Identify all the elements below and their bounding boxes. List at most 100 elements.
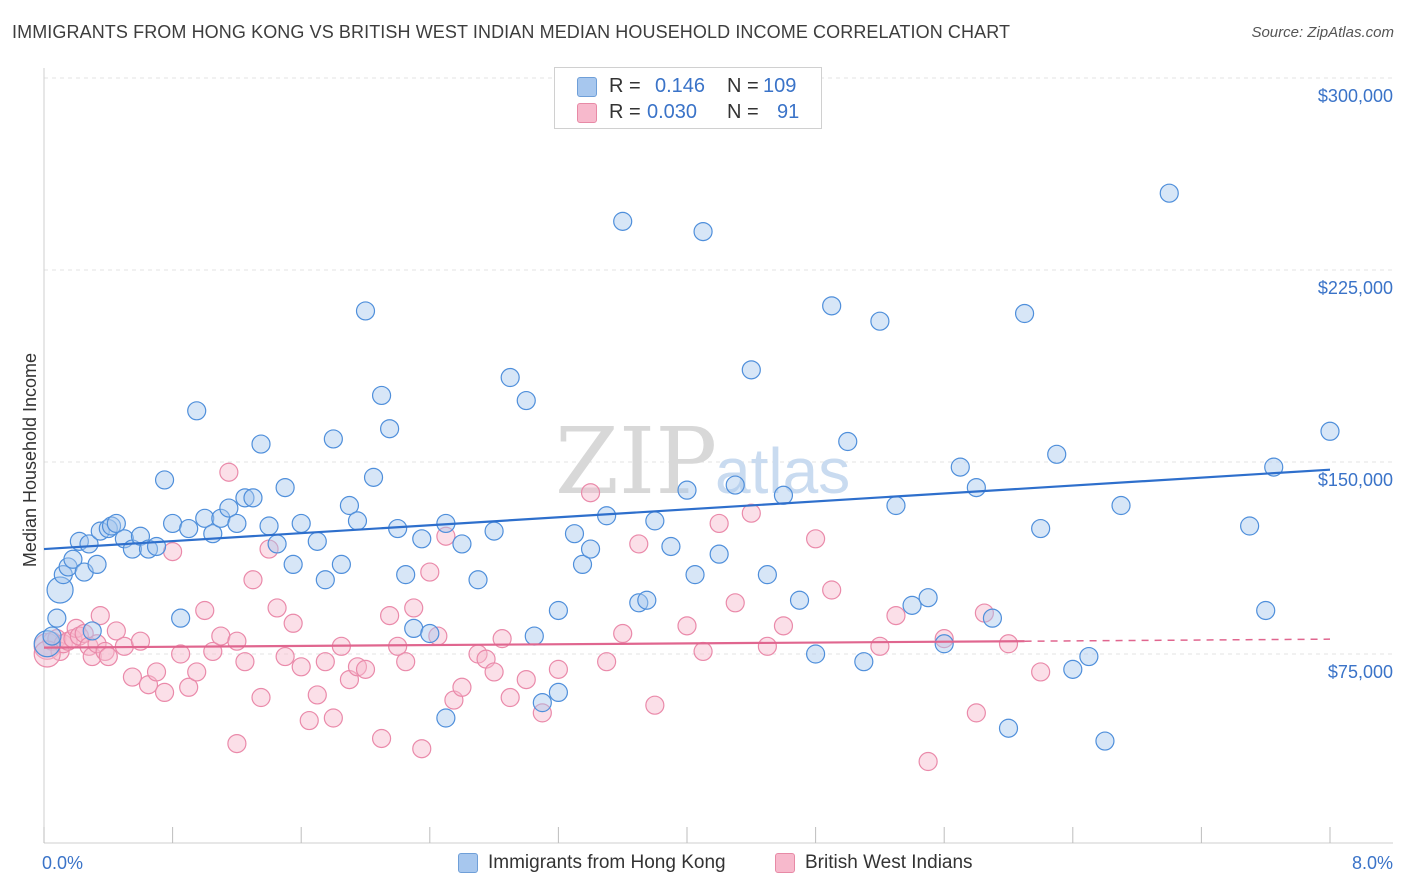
scatter-point-blue [838,431,858,452]
scatter-point-blue [685,565,705,585]
scatter-point-blue [1264,457,1284,477]
scatter-point-blue [1031,518,1051,539]
scatter-point-blue [420,623,440,644]
scatter-point-blue [854,652,874,672]
scatter-point-pink [163,541,183,562]
correlation-legend: R = 0.146 N = 109 R = 0.030 N = 91 [554,67,822,129]
x-tick-label: 0.0% [42,853,83,873]
bottom-legend-label-pink: British West Indians [805,852,973,873]
scatter-point-blue [709,544,729,564]
scatter-point-pink [412,739,432,759]
scatter-point-blue [227,513,247,534]
scatter-point-pink [1031,662,1051,682]
scatter-point-pink [773,616,794,636]
scatter-point-blue [146,536,167,557]
scatter-point-pink [98,646,118,667]
scatter-point-blue [789,590,810,610]
scatter-point-blue [1047,444,1067,464]
y-tick-label: $300,000 [1318,86,1393,106]
scatter-point-pink [709,513,729,534]
scatter-point-pink [291,657,311,677]
scatter-point-pink [130,631,151,651]
legend-r-value: 0.146 [655,75,706,97]
grid-lines [44,77,1393,655]
scatter-point-blue [580,539,601,559]
scatter-point-blue [886,495,906,516]
scatter-point-blue [259,516,279,536]
scatter-point-blue [396,565,416,585]
scatter-point-pink [371,728,392,749]
scatter-point-blue [902,595,922,615]
scatter-point-blue [524,626,544,646]
scatter-point-pink [613,623,633,644]
scatter-point-blue [484,521,504,541]
bottom-legend-label-blue: Immigrants from Hong Kong [488,852,726,873]
scatter-point-pink [315,652,335,672]
scatter-point-pink [227,733,247,754]
scatter-point-pink [106,621,126,641]
scatter-point-blue [371,385,392,406]
y-tick-label: $225,000 [1318,278,1393,298]
scatter-point-blue [1079,646,1099,667]
scatter-point-blue [187,401,207,421]
scatter-point-blue [154,470,175,490]
scatter-point-blue [918,588,938,608]
scatter-point-pink [146,662,167,682]
legend-n-label: N = [727,75,759,97]
scatter-point-blue [331,554,351,575]
legend-n-value: 109 [763,75,797,97]
scatter-point-pink [629,534,649,554]
legend-r-label: R = [609,75,641,97]
scatter-point-blue [500,367,520,388]
scatter-point-blue [79,534,99,554]
tick-labels: $75,000 $150,000 $225,000 $300,000 0.0% 8.0% [42,86,1393,873]
scatter-point-blue [404,618,424,639]
trend-lines [43,468,1331,649]
scatter-point-blue [645,511,665,531]
scatter-point-pink [420,562,440,582]
scatter-point-blue [42,626,62,646]
scatter-point-blue [822,296,842,316]
scatter-point-pink [645,695,665,715]
scatter-point-blue [548,682,569,703]
scatter-point-blue [267,534,287,554]
scatter-point-blue [564,524,585,544]
scatter-point-blue [347,511,368,531]
scatter-point-blue [219,498,239,518]
scatter-point-blue [934,634,954,654]
scatter-point-pink [741,503,761,523]
scatter-point-pink [267,598,287,618]
trend-line-pink [43,640,1025,649]
scatter-point-blue [966,478,986,498]
scatter-point-blue [179,518,199,539]
scatter-point-pink [396,652,416,672]
scatter-point-pink [725,593,745,613]
scatter-point-pink [918,751,938,772]
axes: Median Household Income [20,68,1393,844]
scatter-point-blue [693,222,713,242]
legend-n-value: 91 [777,101,800,123]
scatter-point-blue [63,549,83,569]
scatter-point-blue [163,513,183,534]
scatter-point-blue [1240,516,1260,536]
y-tick-label: $150,000 [1318,470,1393,490]
scatter-point-pink [548,659,569,679]
scatter-point-pink [171,644,191,664]
x-tick-label: 8.0% [1352,853,1393,873]
scatter-point-blue [363,467,384,487]
scatter-point-blue [805,644,826,664]
scatter-point-pink [452,677,472,697]
scatter-point-pink [227,631,247,651]
scatter-point-blue [195,508,215,528]
scatter-point-pink [580,483,601,503]
scatter-point-pink [243,570,263,590]
chart-source: Source: ZipAtlas.com [1251,24,1394,41]
scatter-point-blue [275,478,295,498]
scatter-point-blue [677,480,697,500]
scatter-point-pink [693,641,713,662]
scatter-point-blue [251,434,271,454]
scatter-point-pink [235,652,255,672]
scatter-point-blue [468,570,488,590]
scatter-point-pink [179,677,199,697]
